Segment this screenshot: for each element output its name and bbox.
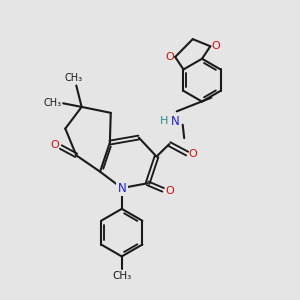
Text: N: N [117,182,126,194]
Text: O: O [211,41,220,51]
Text: CH₃: CH₃ [64,73,83,83]
Text: O: O [165,186,174,196]
Text: O: O [50,140,59,150]
Text: CH₃: CH₃ [112,271,131,281]
Text: O: O [166,52,175,62]
Text: N: N [171,115,180,128]
Text: CH₃: CH₃ [44,98,62,108]
Text: H: H [160,116,168,126]
Text: N: N [117,182,126,194]
Text: O: O [189,149,197,159]
